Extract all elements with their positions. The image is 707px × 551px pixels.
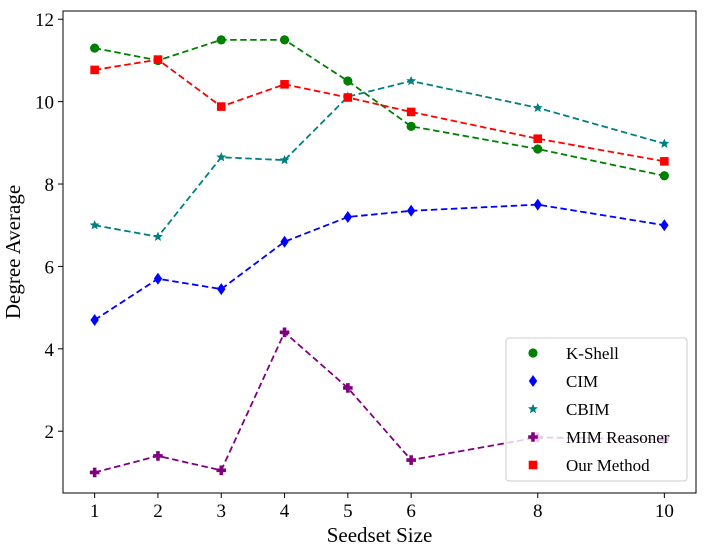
- series-layer: [89, 35, 670, 478]
- data-point: [280, 80, 289, 89]
- x-tick-label: 1: [90, 501, 100, 522]
- x-tick-label: 5: [343, 501, 353, 522]
- data-point: [533, 198, 542, 211]
- legend-marker: [528, 460, 538, 470]
- series-4: [90, 55, 669, 166]
- y-tick-label: 12: [35, 10, 54, 31]
- data-point: [406, 121, 416, 131]
- x-tick-label: 10: [655, 501, 674, 522]
- data-point: [343, 383, 353, 393]
- data-point: [216, 102, 226, 111]
- legend-label: K-Shell: [566, 344, 619, 363]
- data-point: [153, 451, 163, 461]
- data-point: [343, 210, 353, 223]
- data-point: [153, 55, 163, 64]
- data-point: [89, 220, 100, 230]
- data-point: [406, 204, 416, 217]
- legend-label: Our Method: [566, 456, 650, 475]
- legend: K-Shell CIM CBIM MIM Reasoner Our Method: [505, 337, 688, 482]
- data-point: [659, 171, 669, 181]
- data-point: [533, 134, 543, 144]
- legend-marker: [528, 348, 538, 358]
- data-point: [660, 157, 669, 166]
- x-tick-label: 3: [217, 501, 227, 522]
- y-tick-label: 4: [45, 340, 55, 361]
- data-point: [279, 154, 290, 165]
- data-point: [280, 235, 289, 248]
- series-line: [94, 203, 665, 321]
- series-line: [94, 58, 665, 163]
- data-point: [406, 107, 416, 117]
- x-tick-label: 8: [533, 501, 543, 522]
- data-point: [279, 327, 290, 338]
- x-tick-label: 2: [153, 501, 163, 522]
- y-tick-label: 8: [45, 175, 55, 196]
- data-point: [279, 35, 290, 45]
- legend-label: CIM: [566, 372, 598, 391]
- legend-label: MIM Reasoner: [566, 428, 670, 447]
- series-0: [90, 35, 669, 181]
- data-point: [659, 138, 670, 148]
- x-tick-label: 6: [406, 501, 416, 522]
- data-point: [90, 65, 99, 75]
- y-axis-label: Degree Average: [1, 185, 25, 319]
- y-tick-label: 2: [45, 422, 55, 443]
- legend-box: [505, 337, 688, 482]
- legend-label: CBIM: [566, 400, 609, 419]
- data-point: [216, 465, 227, 476]
- data-point: [90, 43, 100, 53]
- data-point: [343, 76, 353, 86]
- data-point: [532, 102, 543, 113]
- data-point: [89, 467, 100, 478]
- y-tick-label: 10: [35, 93, 54, 114]
- legend-marker: [528, 432, 538, 442]
- legend-marker: [528, 403, 538, 414]
- plot-frame: [62, 10, 697, 494]
- data-point: [533, 144, 543, 154]
- data-point: [216, 152, 227, 162]
- data-point: [153, 272, 163, 285]
- series-line: [94, 80, 665, 238]
- data-point: [660, 219, 669, 232]
- y-tick-label: 6: [45, 257, 55, 278]
- x-axis-label: Seedset Size: [327, 523, 433, 547]
- data-point: [406, 455, 416, 465]
- data-point: [153, 231, 163, 241]
- data-point: [216, 35, 226, 45]
- x-tick-label: 4: [280, 501, 290, 522]
- data-point: [343, 93, 353, 102]
- series-1: [90, 198, 669, 326]
- legend-marker: [528, 375, 538, 387]
- data-point: [406, 75, 417, 86]
- series-line: [94, 38, 665, 177]
- series-line: [94, 330, 665, 474]
- data-point: [217, 283, 226, 296]
- data-point: [90, 313, 99, 326]
